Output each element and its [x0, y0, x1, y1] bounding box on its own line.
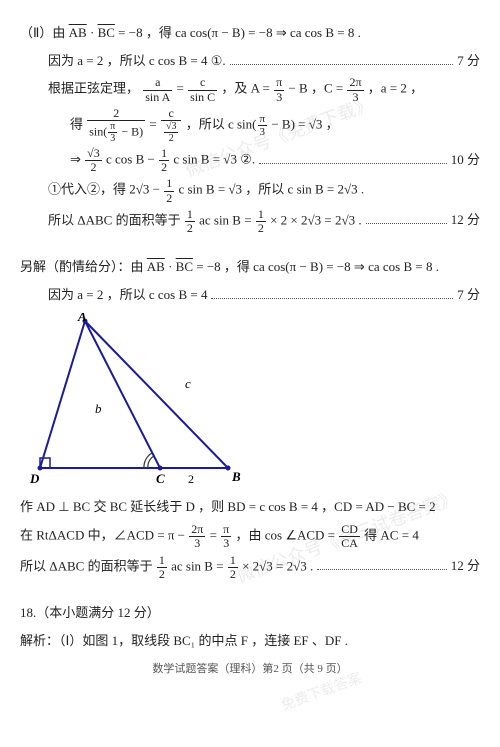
eq: =	[177, 81, 188, 96]
svg-text:b: b	[95, 401, 102, 416]
t: c sin B = √3 ②.	[173, 152, 255, 167]
dots	[366, 216, 447, 225]
frac-big2: c √32	[161, 107, 182, 144]
frac-a-sinA: asin A	[143, 76, 172, 103]
t: 根据正弦定理，	[48, 81, 139, 96]
p10: 作 AD ⊥ BC 交 BC 延长线于 D ，则 BD = c cos B = …	[20, 495, 480, 520]
t: × 2 × 2√3 = 2√3 .	[270, 212, 362, 227]
frac-cdca: CDCA	[339, 523, 360, 550]
line-sub: ①代入②，得 2√3 − 12 c sin B = √3 ，所以 c sin B…	[20, 177, 480, 204]
t: （Ⅱ）由	[20, 25, 69, 40]
t: ac sin B =	[171, 558, 227, 573]
line-ii-start: （Ⅱ）由 AB · BC = −8 ，得 ca cos(π − B) = −8 …	[20, 21, 480, 46]
line-a2: 因为 a = 2 ，所以 c cos B = 4 ①. 7 分	[20, 49, 480, 74]
svg-text:c: c	[185, 376, 191, 391]
line-sine-rule: 根据正弦定理， asin A = csin C ，及 A = π3 − B ，C…	[20, 76, 480, 103]
t: 因为 a = 2 ，所以 c cos B = 4	[48, 283, 207, 308]
frac-half3: 12	[185, 208, 195, 235]
dots	[230, 56, 454, 65]
frac-half2: 12	[164, 177, 174, 204]
t: ，a = 2 ，	[368, 81, 423, 96]
frac-rt3-2: √32	[85, 147, 102, 174]
t: 得	[70, 116, 86, 131]
t: 因为 a = 2 ，所以 c cos B = 4 ①.	[48, 49, 226, 74]
pts-12b: 12 分	[451, 554, 480, 579]
t: × 2√3 = 2√3 .	[242, 558, 313, 573]
triangle-svg: A B C D b c 2	[20, 313, 260, 491]
line-derive: 得 2 sin(π3 − B) = c √32 ，所以 c sin(π3 − B…	[20, 107, 480, 144]
t: ，由 cos ∠ACD =	[235, 528, 338, 543]
alt-start: 另解（酌情给分）：由 AB · BC = −8 ，得 ca cos(π − B)…	[20, 255, 480, 280]
line-imply: ⇒ √32 c cos B − 12 c sin B = √3 ②. 10 分	[20, 147, 480, 174]
svg-text:D: D	[29, 471, 40, 486]
q18-part1: 解析：（Ⅰ）如图 1，取线段 BC₁ 的中点 F ，连接 EF 、DF .	[20, 629, 480, 654]
t: 所以 ΔABC 的面积等于	[20, 558, 156, 573]
t: ，所以 c sin	[186, 116, 252, 131]
t: ac sin B =	[199, 212, 255, 227]
vec-ab: AB	[69, 25, 87, 40]
svg-text:C: C	[156, 471, 165, 486]
alt-a2: 因为 a = 2 ，所以 c cos B = 4 7 分	[20, 283, 480, 308]
p11: 在 RtΔACD 中，∠ACD = π − 2π3 = π3 ，由 cos ∠A…	[20, 523, 480, 550]
t: 得 AC = 4	[364, 528, 419, 543]
frac-half: 12	[159, 147, 169, 174]
t: − B ，C =	[288, 81, 346, 96]
t: c sin B = √3 ，所以 c sin B = 2√3 .	[178, 182, 364, 197]
dots	[317, 561, 446, 570]
t: ⇒	[70, 152, 84, 167]
frac-big1: 2 sin(π3 − B)	[87, 107, 145, 144]
dots	[211, 290, 453, 299]
t: 在 RtΔACD 中，∠ACD = π −	[20, 528, 188, 543]
line-area: 所以 ΔABC 的面积等于 12 ac sin B = 12 × 2 × 2√3…	[20, 208, 480, 235]
triangle-figure: A B C D b c 2	[20, 313, 480, 491]
dots	[259, 155, 447, 164]
frac-c-sinC: csin C	[188, 76, 217, 103]
frac-pi3: π3	[274, 76, 284, 103]
eq: =	[149, 116, 160, 131]
t: = √3 ，	[295, 116, 339, 131]
frac-2pi3: 2π3	[347, 76, 363, 103]
pts-12: 12 分	[451, 208, 480, 233]
t: 另解（酌情给分）：由	[20, 259, 147, 274]
frac-2pi3b: 2π3	[189, 523, 205, 550]
t: ①代入②，得 2√3 −	[48, 182, 163, 197]
t: c cos B −	[106, 152, 158, 167]
frac-pi3c: π3	[221, 523, 231, 550]
t: 所以 ΔABC 的面积等于	[48, 212, 184, 227]
svg-text:B: B	[231, 469, 241, 484]
svg-text:2: 2	[188, 472, 194, 486]
frac-half6: 12	[228, 554, 238, 581]
t: ，及 A =	[221, 81, 273, 96]
page-footer: 数学试题答案（理科）第2 页（共 9 页）	[20, 659, 480, 680]
pts-7: 7 分	[457, 49, 480, 74]
svg-text:A: A	[77, 313, 87, 324]
pts-7b: 7 分	[457, 283, 480, 308]
pts-10: 10 分	[451, 148, 480, 173]
t: =	[210, 528, 221, 543]
t: = −8 ，得 ca cos(π − B) = −8 ⇒ ca cos B = …	[118, 25, 361, 40]
frac-pi3b: π3	[258, 113, 268, 138]
q18-title: 18.（本小题满分 12 分）	[20, 601, 480, 626]
t: = −8 ，得 ca cos(π − B) = −8 ⇒ ca cos B = …	[196, 259, 439, 274]
vec-bc2: BC	[176, 259, 193, 274]
p12: 所以 ΔABC 的面积等于 12 ac sin B = 12 × 2√3 = 2…	[20, 554, 480, 581]
frac-half4: 12	[256, 208, 266, 235]
vec-bc: BC	[98, 25, 115, 40]
vec-ab2: AB	[147, 259, 165, 274]
frac-half5: 12	[157, 554, 167, 581]
